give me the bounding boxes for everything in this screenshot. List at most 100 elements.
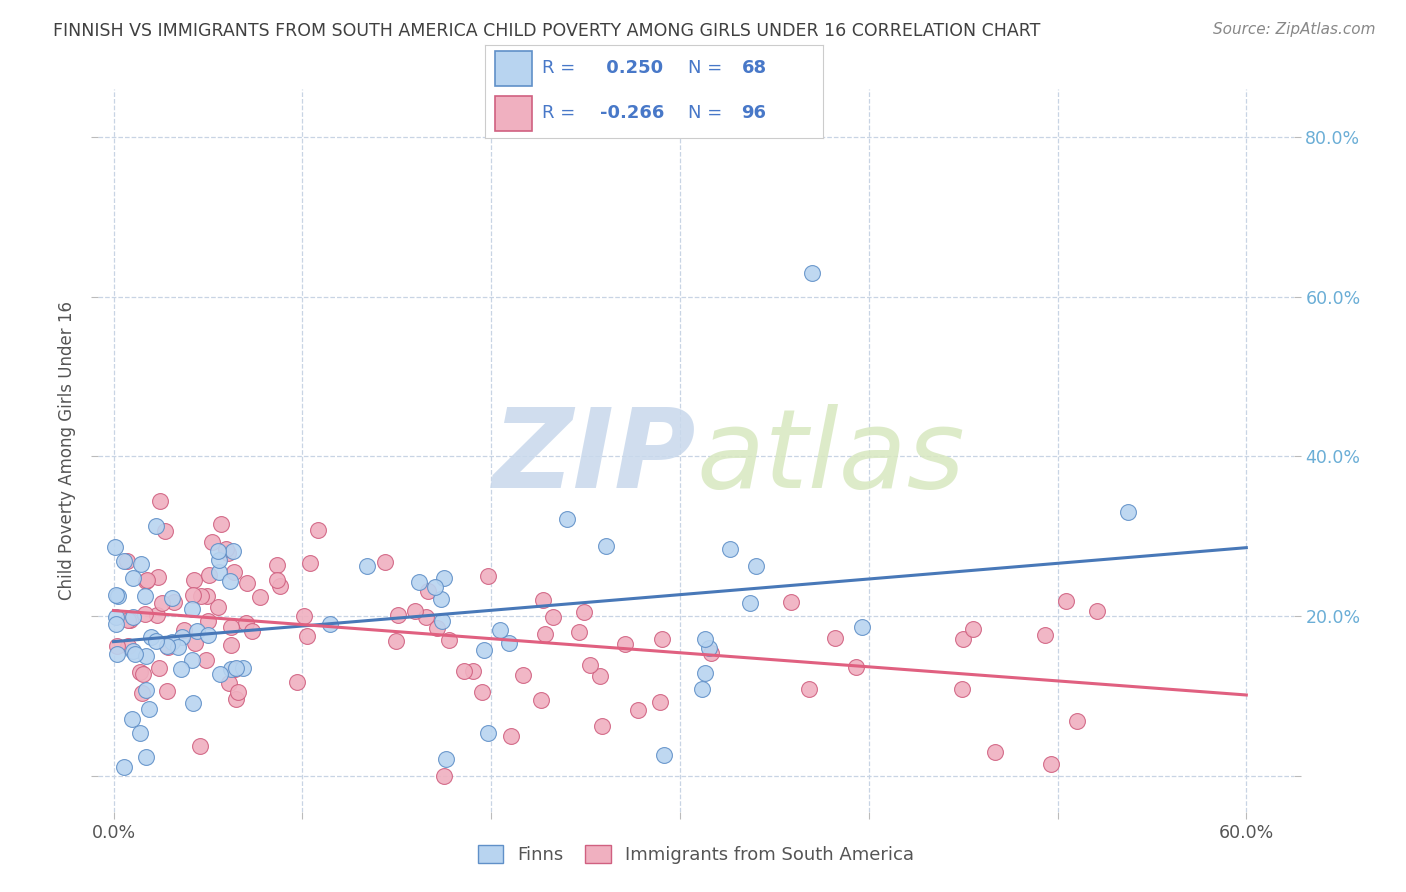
Point [121,610,143,624]
Point [801,266,824,280]
Text: FINNISH VS IMMIGRANTS FROM SOUTH AMERICA CHILD POVERTY AMONG GIRLS UNDER 16 CORR: FINNISH VS IMMIGRANTS FROM SOUTH AMERICA… [53,22,1040,40]
Point [134,589,156,603]
Point [461,664,484,678]
Point [221,620,243,634]
Point [226,685,249,699]
Point [107,589,129,603]
Point [218,574,240,589]
Point [132,666,155,681]
Point [197,614,219,628]
Text: 0.250: 0.250 [600,60,662,78]
Point [952,632,974,646]
Point [1033,628,1056,642]
Point [614,637,637,651]
Point [172,630,194,644]
Point [499,730,522,744]
Point [374,555,396,569]
Legend: Finns, Immigrants from South America: Finns, Immigrants from South America [471,838,921,871]
Point [298,556,321,570]
Point [572,605,595,619]
Point [150,597,173,611]
Point [489,623,512,637]
Point [180,653,202,667]
Point [266,573,288,587]
Point [426,621,449,635]
Point [595,540,617,554]
Text: 96: 96 [741,104,766,122]
Point [121,712,143,726]
Point [146,570,169,584]
Point [415,610,437,624]
Point [740,596,762,610]
Point [408,574,430,589]
Point [215,541,238,556]
Point [589,669,612,683]
Point [433,570,456,584]
Point [651,632,673,646]
Y-axis label: Child Poverty Among Girls Under 16: Child Poverty Among Girls Under 16 [58,301,76,600]
Point [845,660,868,674]
Point [1066,714,1088,728]
Point [531,593,554,607]
Point [319,616,342,631]
Point [105,640,128,654]
Point [240,624,263,639]
Point [124,647,146,661]
Point [218,676,240,690]
Point [157,640,180,655]
Point [225,661,247,675]
Point [170,662,193,676]
Point [1039,756,1062,771]
Point [824,631,846,645]
Point [983,745,1005,759]
Point [1116,505,1139,519]
Point [163,594,186,608]
Point [131,686,153,700]
Point [797,681,820,696]
Point [155,683,177,698]
Point [269,579,291,593]
Point [779,595,801,609]
Point [186,624,208,638]
Point [149,494,172,508]
Point [135,750,157,764]
Point [117,639,139,653]
Point [851,620,873,634]
Point [235,616,257,631]
Point [430,592,453,607]
Point [145,634,167,648]
Point [950,682,973,697]
Point [555,512,578,526]
Point [139,630,162,644]
Text: N =: N = [688,104,727,122]
Point [477,568,499,582]
Text: 68: 68 [741,60,766,78]
Point [104,588,127,602]
Point [112,554,135,568]
Point [534,626,557,640]
Point [285,675,308,690]
Point [530,692,553,706]
Text: -0.266: -0.266 [600,104,664,122]
Point [225,691,247,706]
FancyBboxPatch shape [495,51,533,86]
Point [181,588,204,602]
Point [512,668,534,682]
Point [295,629,318,643]
Text: Source: ZipAtlas.com: Source: ZipAtlas.com [1212,22,1375,37]
Point [115,554,138,568]
Point [160,591,183,605]
Point [498,636,520,650]
Point [184,636,207,650]
Point [439,632,461,647]
Point [222,544,245,558]
Point [693,666,716,681]
Point [201,534,224,549]
Point [153,524,176,538]
Point [266,558,288,573]
Point [194,653,217,667]
Point [425,580,447,594]
Point [472,642,495,657]
Point [104,617,127,632]
Point [190,589,212,603]
